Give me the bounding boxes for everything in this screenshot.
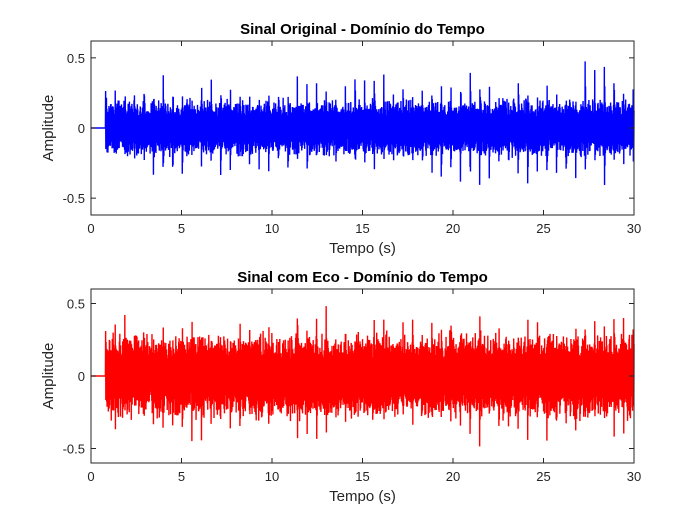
x-tick-label: 15 xyxy=(355,469,369,484)
x-tick-label: 5 xyxy=(178,469,185,484)
x-tick-label: 15 xyxy=(355,221,369,236)
x-tick-label: 30 xyxy=(627,221,641,236)
x-axis-label-1: Tempo (s) xyxy=(329,240,396,257)
y-tick-label: -0.5 xyxy=(63,191,85,206)
y-tick-label: 0.5 xyxy=(67,51,85,66)
y-tick-label: 0 xyxy=(78,121,85,136)
x-tick-label: 5 xyxy=(178,221,185,236)
y-axis-label-1: Amplitude xyxy=(40,95,57,162)
x-tick-label: 20 xyxy=(446,221,460,236)
x-tick-label: 25 xyxy=(536,221,550,236)
chart-title-1: Sinal Original - Domínio do Tempo xyxy=(240,21,485,38)
y-axis-label-2: Amplitude xyxy=(40,343,57,410)
x-tick-label: 10 xyxy=(265,469,279,484)
x-tick-label: 0 xyxy=(87,469,94,484)
x-tick-label: 20 xyxy=(446,469,460,484)
x-tick-label: 0 xyxy=(87,221,94,236)
x-tick-label: 30 xyxy=(627,469,641,484)
x-tick-label: 10 xyxy=(265,221,279,236)
y-tick-label: 0 xyxy=(78,369,85,384)
x-axis-label-2: Tempo (s) xyxy=(329,488,396,505)
y-tick-label: -0.5 xyxy=(63,442,85,457)
signal-line-1 xyxy=(91,61,635,186)
x-tick-label: 25 xyxy=(536,469,550,484)
signal-line-2 xyxy=(91,306,635,447)
y-tick-label: 0.5 xyxy=(67,297,85,312)
chart-title-2: Sinal com Eco - Domínio do Tempo xyxy=(237,269,488,286)
